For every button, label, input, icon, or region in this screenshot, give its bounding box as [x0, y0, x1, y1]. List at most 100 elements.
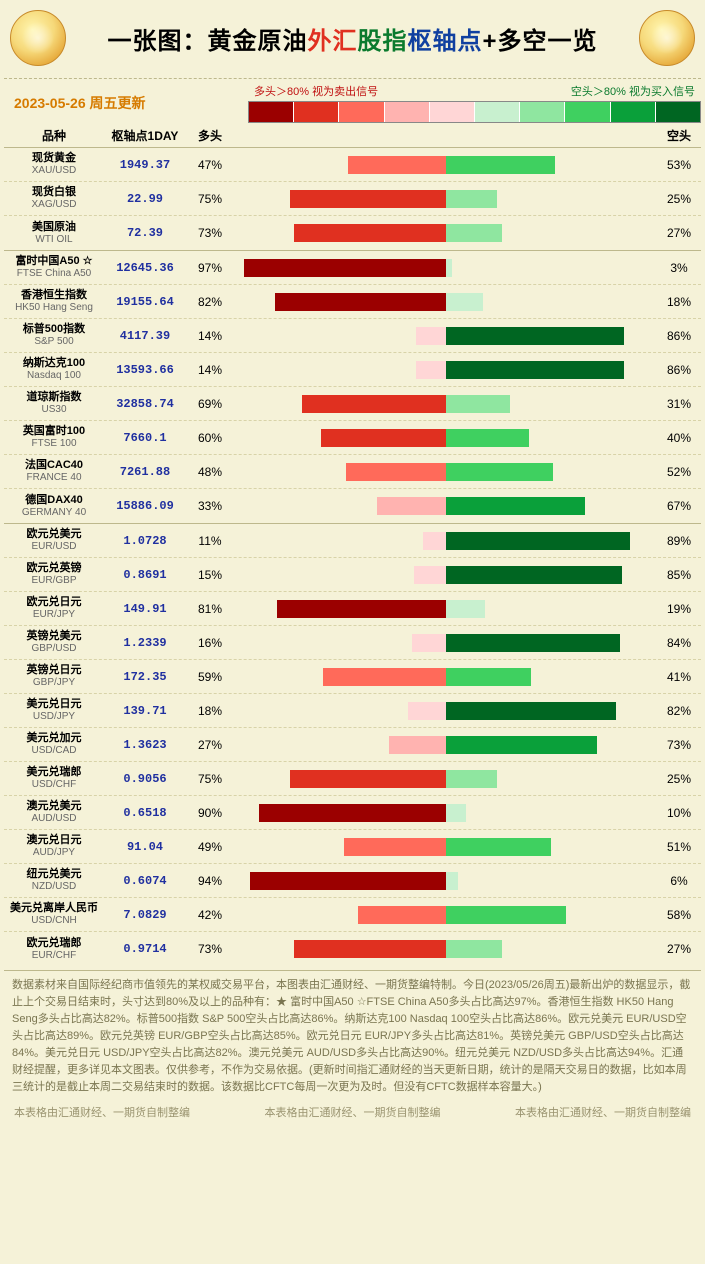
- short-pct: 86%: [657, 329, 701, 343]
- short-pct: 3%: [657, 261, 701, 275]
- data-row: 美元兑日元USD/JPY139.7118%82%: [4, 694, 701, 728]
- col-bar-spacer: [234, 127, 657, 144]
- pivot-value: 22.99: [104, 192, 186, 206]
- legend-buy-text: 空头＞80% 视为买入信号: [571, 83, 695, 99]
- ratio-bar: [234, 293, 657, 311]
- legend-color-bar: [248, 101, 701, 123]
- ratio-bar: [234, 804, 657, 822]
- pivot-value: 0.6074: [104, 874, 186, 888]
- footnote: 数据素材来自国际经纪商市值领先的某权威交易平台，本图表由汇通财经、一期货整编特制…: [4, 970, 701, 1100]
- main-title: 一张图：黄金原油外汇股指枢轴点+多空一览: [66, 21, 639, 56]
- long-pct: 42%: [186, 908, 234, 922]
- long-pct: 75%: [186, 192, 234, 206]
- data-row: 美国原油WTI OIL72.3973%27%: [4, 216, 701, 250]
- header: 一张图：黄金原油外汇股指枢轴点+多空一览: [4, 6, 701, 72]
- legend-segment: [656, 102, 700, 122]
- data-row: 欧元兑日元EUR/JPY149.9181%19%: [4, 592, 701, 626]
- pivot-value: 7261.88: [104, 465, 186, 479]
- legend: 多头＞80% 视为卖出信号 空头＞80% 视为买入信号: [248, 83, 701, 123]
- short-pct: 89%: [657, 534, 701, 548]
- data-rows: 现货黄金XAU/USD1949.3747%53%现货白银XAG/USD22.99…: [4, 148, 701, 966]
- short-pct: 52%: [657, 465, 701, 479]
- short-pct: 27%: [657, 942, 701, 956]
- data-row: 英镑兑日元GBP/JPY172.3559%41%: [4, 660, 701, 694]
- data-row: 欧元兑美元EUR/USD1.072811%89%: [4, 524, 701, 558]
- ratio-bar: [234, 327, 657, 345]
- instrument-name: 美元兑离岸人民币USD/CNH: [4, 902, 104, 926]
- pivot-value: 91.04: [104, 840, 186, 854]
- instrument-name: 美国原油WTI OIL: [4, 221, 104, 245]
- short-pct: 19%: [657, 602, 701, 616]
- sub-header: 2023-05-26 周五更新 多头＞80% 视为卖出信号 空头＞80% 视为买…: [4, 78, 701, 123]
- ratio-bar: [234, 156, 657, 174]
- credit-1: 本表格由汇通财经、一期货自制整编: [14, 1104, 190, 1120]
- data-row: 欧元兑瑞郎EUR/CHF0.971473%27%: [4, 932, 701, 966]
- long-pct: 27%: [186, 738, 234, 752]
- short-pct: 84%: [657, 636, 701, 650]
- long-pct: 94%: [186, 874, 234, 888]
- ratio-bar: [234, 668, 657, 686]
- pivot-value: 149.91: [104, 602, 186, 616]
- short-pct: 58%: [657, 908, 701, 922]
- pivot-value: 172.35: [104, 670, 186, 684]
- data-row: 现货白银XAG/USD22.9975% 25%: [4, 182, 701, 216]
- ratio-bar: [234, 497, 657, 515]
- long-pct: 73%: [186, 226, 234, 240]
- instrument-name: 英国富时100FTSE 100: [4, 425, 104, 449]
- short-pct: 10%: [657, 806, 701, 820]
- data-row: 澳元兑美元AUD/USD0.651890%10%: [4, 796, 701, 830]
- ratio-bar: [234, 259, 657, 277]
- legend-segment: [385, 102, 430, 122]
- instrument-name: 欧元兑日元EUR/JPY: [4, 596, 104, 620]
- pivot-value: 1.0728: [104, 534, 186, 548]
- instrument-name: 纽元兑美元NZD/USD: [4, 868, 104, 892]
- data-row: 德国DAX40GERMANY 4015886.0933%67%: [4, 489, 701, 523]
- ratio-bar: [234, 940, 657, 958]
- long-pct: 11%: [186, 534, 234, 548]
- legend-sell-text: 多头＞80% 视为卖出信号: [254, 83, 378, 99]
- data-row: 美元兑瑞郎USD/CHF0.905675%25%: [4, 762, 701, 796]
- pivot-value: 0.9056: [104, 772, 186, 786]
- col-pivot: 枢轴点1DAY: [104, 127, 186, 144]
- long-pct: 75%: [186, 772, 234, 786]
- instrument-name: 香港恒生指数HK50 Hang Seng: [4, 289, 104, 313]
- credit-3: 本表格由汇通财经、一期货自制整编: [515, 1104, 691, 1120]
- instrument-name: 欧元兑瑞郎EUR/CHF: [4, 937, 104, 961]
- column-headers: 品种 枢轴点1DAY 多头 空头: [4, 127, 701, 148]
- long-pct: 69%: [186, 397, 234, 411]
- ratio-bar: [234, 770, 657, 788]
- long-pct: 59%: [186, 670, 234, 684]
- ratio-bar: [234, 872, 657, 890]
- pivot-value: 7.0829: [104, 908, 186, 922]
- legend-segment: [430, 102, 475, 122]
- long-pct: 14%: [186, 363, 234, 377]
- legend-segment: [611, 102, 656, 122]
- instrument-name: 澳元兑日元AUD/JPY: [4, 834, 104, 858]
- data-row: 纽元兑美元NZD/USD0.607494%6%: [4, 864, 701, 898]
- pivot-value: 0.6518: [104, 806, 186, 820]
- credits-row: 本表格由汇通财经、一期货自制整编 本表格由汇通财经、一期货自制整编 本表格由汇通…: [4, 1100, 701, 1120]
- instrument-name: 法国CAC40FRANCE 40: [4, 459, 104, 483]
- long-pct: 82%: [186, 295, 234, 309]
- data-row: 现货黄金XAU/USD1949.3747%53%: [4, 148, 701, 182]
- ratio-bar: [234, 634, 657, 652]
- col-short: 空头: [657, 127, 701, 144]
- short-pct: 25%: [657, 192, 701, 206]
- ratio-bar: [234, 600, 657, 618]
- ratio-bar: [234, 736, 657, 754]
- data-row: 标普500指数S&P 5004117.3914%86%: [4, 319, 701, 353]
- short-pct: 51%: [657, 840, 701, 854]
- instrument-name: 英镑兑日元GBP/JPY: [4, 664, 104, 688]
- data-row: 美元兑离岸人民币USD/CNH7.082942% 58%: [4, 898, 701, 932]
- pivot-value: 15886.09: [104, 499, 186, 513]
- data-row: 富时中国A50 ☆FTSE China A5012645.3697%3%: [4, 251, 701, 285]
- instrument-name: 美元兑加元USD/CAD: [4, 732, 104, 756]
- instrument-name: 现货黄金XAU/USD: [4, 152, 104, 176]
- long-pct: 90%: [186, 806, 234, 820]
- data-row: 香港恒生指数HK50 Hang Seng19155.6482%18%: [4, 285, 701, 319]
- long-pct: 97%: [186, 261, 234, 275]
- instrument-name: 现货白银XAG/USD: [4, 186, 104, 210]
- data-row: 道琼斯指数US3032858.7469%31%: [4, 387, 701, 421]
- pivot-value: 1.2339: [104, 636, 186, 650]
- pivot-value: 0.8691: [104, 568, 186, 582]
